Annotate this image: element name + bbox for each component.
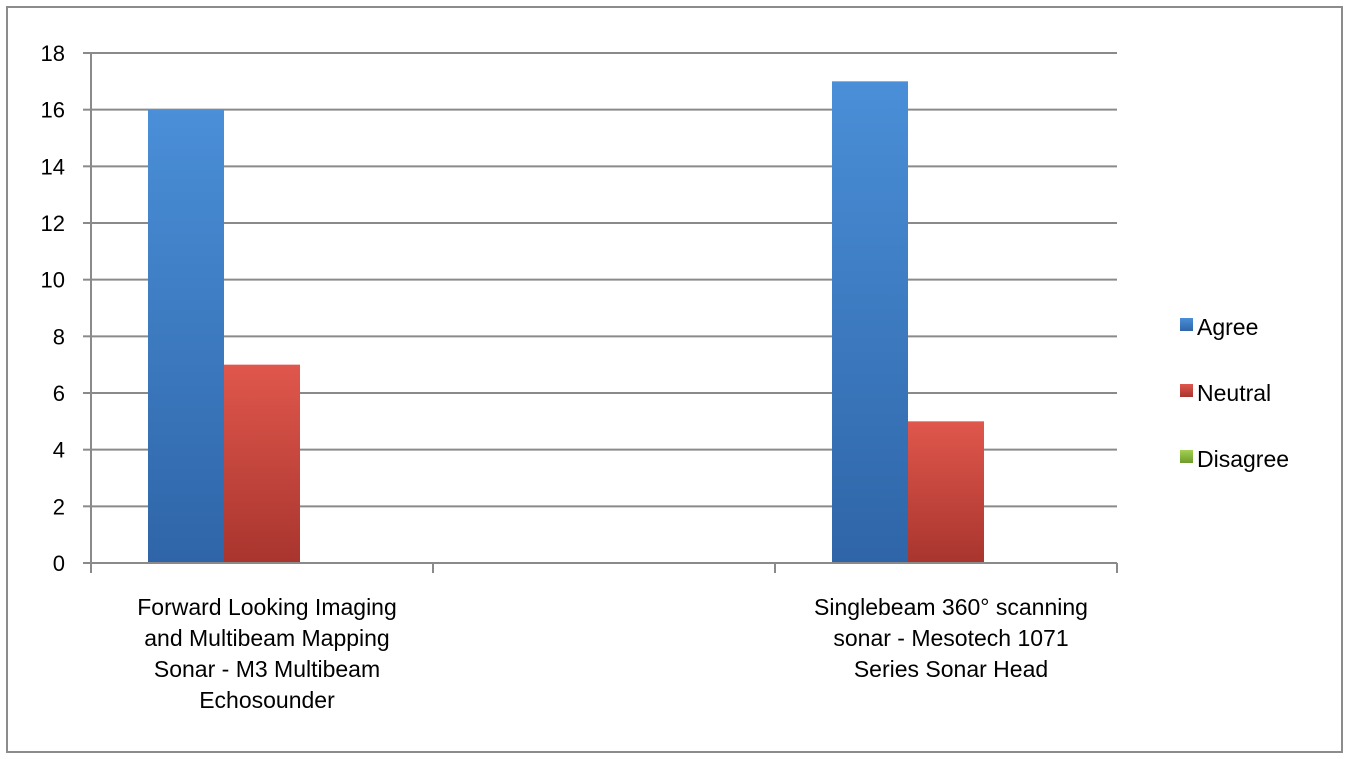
category-label: and Multibeam Mapping: [144, 625, 389, 651]
category-label: Echosounder: [199, 687, 335, 713]
legend-label-neutral: Neutral: [1197, 380, 1271, 406]
y-tick-label: 0: [53, 551, 65, 576]
legend-label-agree: Agree: [1197, 314, 1258, 340]
category-label: Singlebeam 360° scanning: [814, 594, 1088, 620]
bar-agree: [148, 109, 224, 564]
legend-label-disagree: Disagree: [1197, 446, 1289, 472]
bar-agree: [832, 81, 908, 563]
category-label: sonar - Mesotech 1071: [833, 625, 1068, 651]
bar-neutral: [908, 421, 984, 563]
y-tick-label: 2: [53, 494, 65, 519]
category-label: Sonar - M3 Multibeam: [154, 656, 380, 682]
legend-swatch-disagree: [1180, 450, 1193, 463]
bars: [148, 81, 984, 564]
y-tick-label: 8: [53, 324, 65, 349]
category-labels: Forward Looking Imaging and Multibeam Map…: [137, 594, 1088, 713]
y-tick-label: 12: [41, 211, 65, 236]
category-label: Forward Looking Imaging: [137, 594, 397, 620]
bar-neutral: [224, 364, 300, 563]
legend: Agree Neutral Disagree: [1180, 314, 1289, 472]
y-tick-label: 6: [53, 381, 65, 406]
y-tick-label: 18: [41, 41, 65, 66]
legend-swatch-agree: [1180, 318, 1193, 331]
legend-swatch-neutral: [1180, 384, 1193, 397]
y-tick-label: 4: [53, 438, 65, 463]
y-tick-label: 10: [41, 268, 65, 293]
axes: [83, 52, 1118, 573]
category-label: Series Sonar Head: [854, 656, 1048, 682]
y-tick-labels: 0 2 4 6 8 10 12 14 16 18: [41, 41, 65, 576]
y-tick-label: 16: [41, 98, 65, 123]
y-tick-label: 14: [41, 154, 65, 179]
